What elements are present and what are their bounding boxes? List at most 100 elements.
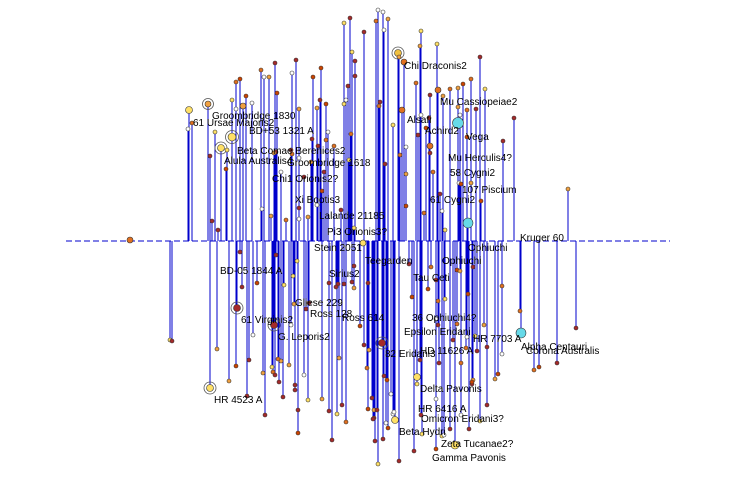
star-marker[interactable] (334, 411, 340, 417)
star-marker[interactable] (283, 217, 289, 223)
star-marker[interactable] (260, 370, 266, 376)
star-marker[interactable] (458, 360, 464, 366)
star-marker[interactable] (372, 438, 378, 444)
star-marker[interactable] (391, 416, 399, 424)
star-marker[interactable] (554, 360, 560, 366)
star-marker[interactable] (406, 261, 412, 267)
star-marker[interactable] (390, 122, 396, 128)
star-marker[interactable] (415, 132, 421, 138)
star-marker[interactable] (418, 28, 424, 34)
star-marker[interactable] (464, 134, 470, 140)
star-marker[interactable] (317, 97, 323, 103)
star-marker[interactable] (382, 161, 388, 167)
star-marker[interactable] (331, 143, 337, 149)
star-marker[interactable] (425, 286, 431, 292)
star-marker[interactable] (396, 458, 402, 464)
star-marker[interactable] (295, 430, 301, 436)
star-marker[interactable] (293, 57, 299, 63)
star-marker[interactable] (435, 298, 441, 304)
star-marker[interactable] (418, 112, 424, 118)
star-marker[interactable] (262, 412, 268, 418)
star-marker[interactable] (309, 136, 315, 142)
star-marker[interactable] (345, 83, 351, 89)
star-marker[interactable] (301, 372, 307, 378)
star-marker[interactable] (239, 102, 247, 110)
star-marker[interactable] (326, 280, 332, 286)
star-marker[interactable] (484, 344, 490, 350)
star-marker[interactable] (373, 18, 379, 24)
star-marker[interactable] (478, 198, 484, 204)
star-marker[interactable] (237, 76, 243, 82)
star-marker[interactable] (492, 376, 498, 382)
star-marker[interactable] (185, 106, 193, 114)
star-marker[interactable] (227, 132, 237, 142)
star-marker[interactable] (481, 322, 487, 328)
star-marker[interactable] (423, 125, 429, 131)
star-marker[interactable] (338, 207, 344, 213)
star-marker[interactable] (388, 391, 394, 397)
star-marker[interactable] (499, 283, 505, 289)
star-marker[interactable] (450, 440, 460, 450)
star-marker[interactable] (375, 461, 381, 467)
star-marker[interactable] (447, 86, 453, 92)
star-marker[interactable] (306, 300, 312, 306)
star-marker[interactable] (275, 356, 281, 362)
star-marker[interactable] (474, 348, 480, 354)
star-marker[interactable] (325, 129, 331, 135)
star-marker[interactable] (434, 86, 442, 94)
star-marker[interactable] (281, 282, 287, 288)
star-marker[interactable] (303, 306, 309, 312)
star-marker[interactable] (204, 100, 212, 108)
star-marker[interactable] (310, 74, 316, 80)
star-marker[interactable] (292, 387, 298, 393)
star-marker[interactable] (384, 377, 390, 383)
star-marker[interactable] (318, 65, 324, 71)
star-marker[interactable] (351, 285, 357, 291)
star-marker[interactable] (361, 29, 367, 35)
star-marker[interactable] (233, 304, 241, 312)
star-marker[interactable] (261, 74, 267, 80)
star-marker[interactable] (305, 397, 311, 403)
star-marker[interactable] (442, 227, 448, 233)
star-marker[interactable] (258, 67, 264, 73)
star-marker[interactable] (314, 105, 320, 111)
star-marker[interactable] (209, 218, 215, 224)
star-marker[interactable] (296, 205, 302, 211)
star-marker[interactable] (414, 381, 420, 387)
star-marker[interactable] (370, 416, 376, 422)
star-marker[interactable] (336, 355, 342, 361)
star-marker[interactable] (426, 115, 432, 121)
star-marker[interactable] (341, 101, 347, 107)
star-marker[interactable] (351, 225, 357, 231)
star-marker[interactable] (457, 268, 463, 274)
star-marker[interactable] (442, 296, 448, 302)
star-marker[interactable] (243, 93, 249, 99)
star-marker[interactable] (226, 378, 232, 384)
star-marker[interactable] (421, 210, 427, 216)
star-marker[interactable] (326, 408, 332, 414)
star-marker[interactable] (361, 342, 367, 348)
star-marker[interactable] (464, 334, 470, 340)
star-marker[interactable] (378, 339, 386, 347)
star-marker[interactable] (455, 104, 461, 110)
star-marker[interactable] (212, 129, 218, 135)
star-marker[interactable] (400, 58, 408, 66)
star-marker[interactable] (269, 364, 275, 370)
star-marker[interactable] (447, 426, 453, 432)
star-marker[interactable] (276, 379, 282, 385)
star-marker[interactable] (433, 316, 439, 322)
star-marker[interactable] (207, 153, 213, 159)
star-marker[interactable] (224, 147, 230, 153)
star-marker[interactable] (214, 346, 220, 352)
star-marker[interactable] (343, 419, 349, 425)
star-marker[interactable] (365, 406, 371, 412)
star-marker[interactable] (380, 9, 386, 15)
star-marker[interactable] (286, 362, 292, 368)
star-marker[interactable] (237, 249, 243, 255)
star-marker[interactable] (458, 412, 464, 418)
star-marker[interactable] (206, 384, 214, 392)
star-marker[interactable] (458, 181, 464, 187)
star-marker[interactable] (296, 216, 302, 222)
star-marker[interactable] (434, 41, 440, 47)
star-marker[interactable] (417, 357, 423, 363)
